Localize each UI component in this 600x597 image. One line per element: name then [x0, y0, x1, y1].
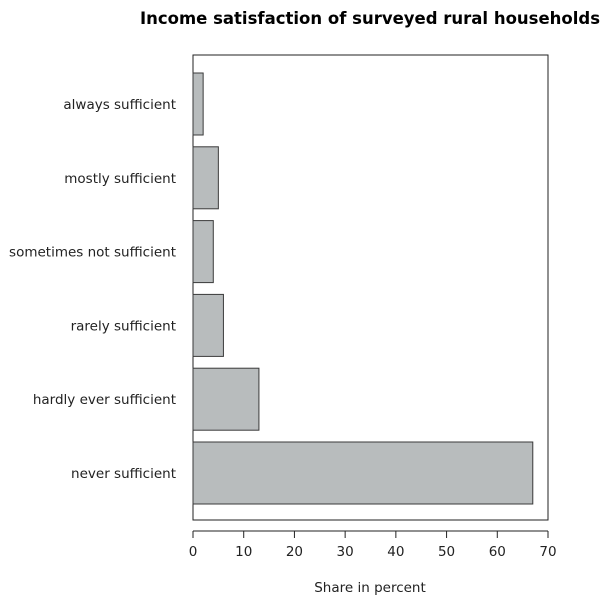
x-axis: 0 10 20 30 40 50 60 70: [189, 530, 557, 560]
category-label-4: rarely sufficient: [71, 318, 176, 334]
x-tick-label-0: 0: [189, 544, 198, 560]
x-tick-label-30: 30: [337, 544, 354, 560]
category-label-2: mostly sufficient: [64, 171, 176, 187]
category-label-5: hardly ever sufficient: [33, 392, 176, 408]
chart-title: Income satisfaction of surveyed rural ho…: [140, 9, 600, 28]
plot-frame: [192, 54, 549, 521]
bar-6: [192, 441, 534, 505]
bar-2: [192, 146, 219, 210]
x-axis-label: Share in percent: [314, 580, 426, 596]
x-tick-label-10: 10: [235, 544, 252, 560]
bar-3: [192, 220, 214, 284]
bar-5: [192, 367, 260, 431]
x-tick-label-20: 20: [286, 544, 303, 560]
category-label-1: always sufficient: [63, 97, 176, 113]
bars-group: [192, 72, 534, 505]
x-tick-label-70: 70: [539, 544, 556, 560]
x-tick-label-50: 50: [438, 544, 455, 560]
bar-1: [192, 72, 204, 136]
bar-4: [192, 293, 224, 357]
x-tick-label-60: 60: [489, 544, 506, 560]
x-tick-label-40: 40: [387, 544, 404, 560]
category-label-3: sometimes not sufficient: [9, 245, 176, 261]
category-labels: always sufficient mostly sufficient someti…: [9, 97, 176, 482]
category-label-6: never sufficient: [71, 466, 176, 482]
